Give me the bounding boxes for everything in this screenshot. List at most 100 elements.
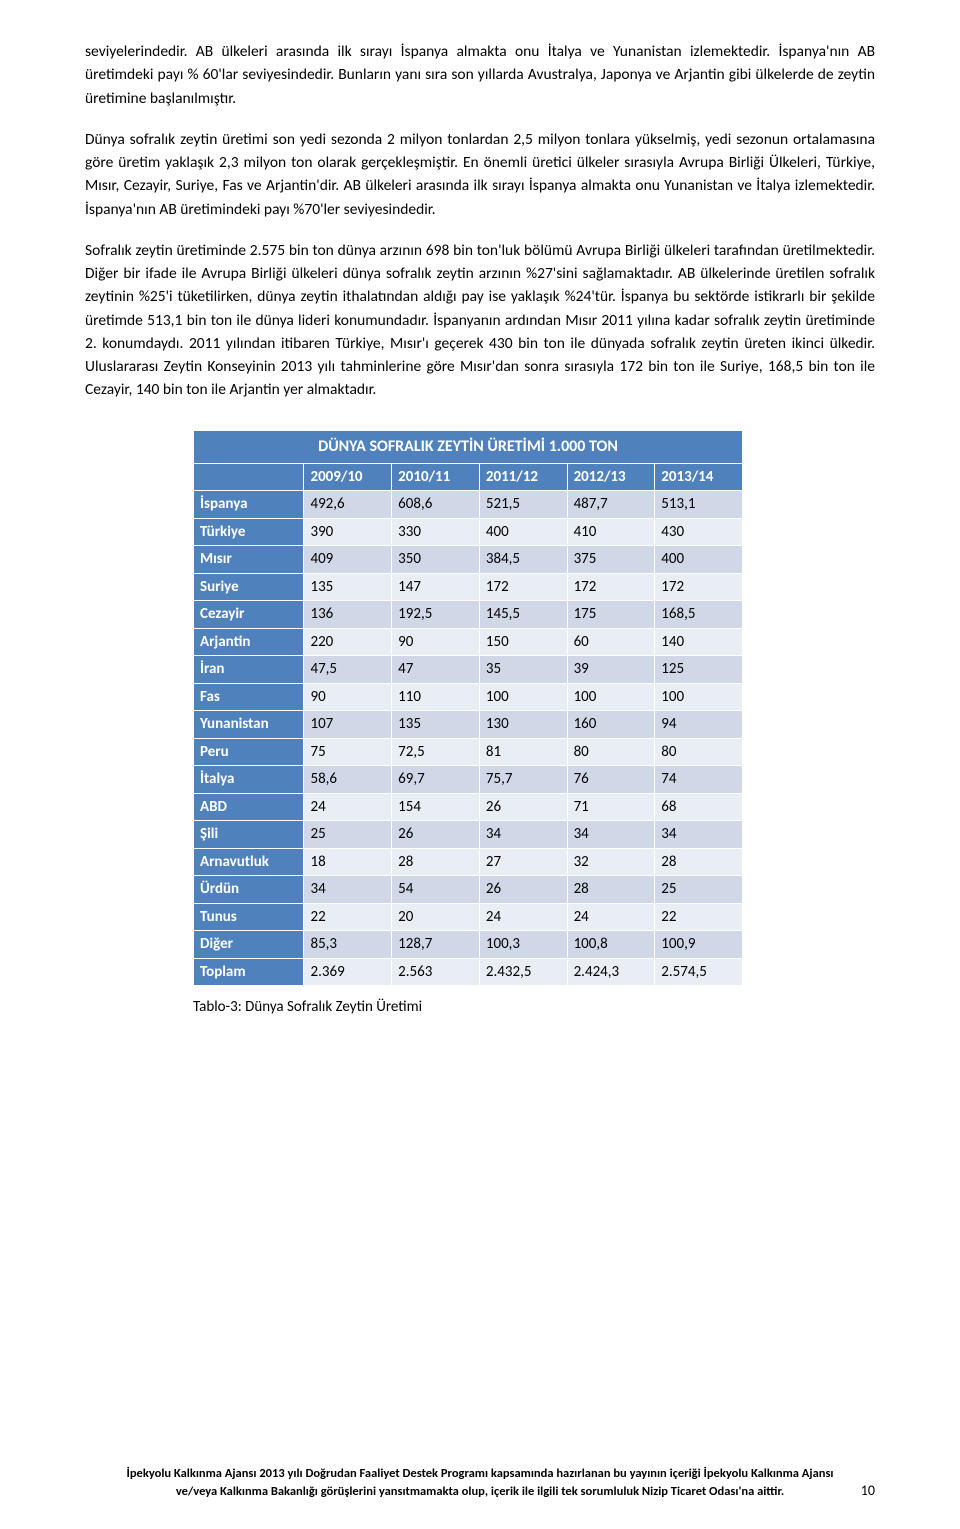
table-cell: 81 (479, 738, 567, 766)
table-row-header: Tunus (194, 903, 304, 931)
table-cell: 135 (392, 711, 480, 739)
table-cell: 140 (655, 628, 743, 656)
table-cell: 128,7 (392, 931, 480, 959)
table-cell: 400 (479, 518, 567, 546)
table-row-header: Ürdün (194, 876, 304, 904)
table-col-year: 2009/10 (304, 463, 392, 491)
table-cell: 330 (392, 518, 480, 546)
table-row: Suriye135147172172172 (194, 573, 743, 601)
table-cell: 72,5 (392, 738, 480, 766)
table-cell: 34 (655, 821, 743, 849)
table-cell: 25 (304, 821, 392, 849)
table-cell: 58,6 (304, 766, 392, 794)
table-cell: 94 (655, 711, 743, 739)
table-cell: 60 (567, 628, 655, 656)
table-cell: 26 (479, 876, 567, 904)
table-cell: 74 (655, 766, 743, 794)
table-col-year: 2012/13 (567, 463, 655, 491)
table-cell: 100 (567, 683, 655, 711)
table-cell: 136 (304, 601, 392, 629)
table-row: Toplam2.3692.5632.432,52.424,32.574,5 (194, 958, 743, 986)
table-row-header: Toplam (194, 958, 304, 986)
table-row-header: Mısır (194, 546, 304, 574)
table-cell: 32 (567, 848, 655, 876)
table-cell: 2.574,5 (655, 958, 743, 986)
table-row-header: Arnavutluk (194, 848, 304, 876)
table-cell: 80 (567, 738, 655, 766)
table-row-header: ABD (194, 793, 304, 821)
table-row-header: Peru (194, 738, 304, 766)
table-row-header: Fas (194, 683, 304, 711)
paragraph-3: Sofralık zeytin üretiminde 2.575 bin ton… (85, 239, 875, 402)
table-cell: 521,5 (479, 491, 567, 519)
table-row: Yunanistan10713513016094 (194, 711, 743, 739)
table-row-header: Arjantin (194, 628, 304, 656)
table-cell: 26 (479, 793, 567, 821)
table-cell: 409 (304, 546, 392, 574)
table-cell: 608,6 (392, 491, 480, 519)
table-cell: 47,5 (304, 656, 392, 684)
table-cell: 34 (304, 876, 392, 904)
table-cell: 110 (392, 683, 480, 711)
table-cell: 28 (567, 876, 655, 904)
table-row-header: Yunanistan (194, 711, 304, 739)
table-cell: 2.424,3 (567, 958, 655, 986)
table-cell: 90 (392, 628, 480, 656)
table-cell: 160 (567, 711, 655, 739)
table-cell: 220 (304, 628, 392, 656)
table-cell: 172 (479, 573, 567, 601)
table-row-header: Şili (194, 821, 304, 849)
table-year-row: 2009/10 2010/11 2011/12 2012/13 2013/14 (194, 463, 743, 491)
table-title: DÜNYA SOFRALIK ZEYTİN ÜRETİMİ 1.000 TON (194, 430, 743, 463)
table-cell: 390 (304, 518, 392, 546)
footer-line-2: ve/veya Kalkınma Bakanlığı görüşlerini y… (176, 1484, 784, 1499)
table-cell: 90 (304, 683, 392, 711)
table-cell: 100,8 (567, 931, 655, 959)
table-cell: 172 (567, 573, 655, 601)
table-row: İtalya58,669,775,77674 (194, 766, 743, 794)
table-cell: 69,7 (392, 766, 480, 794)
table-row: Arjantin2209015060140 (194, 628, 743, 656)
table-cell: 68 (655, 793, 743, 821)
table-row: Diğer85,3128,7100,3100,8100,9 (194, 931, 743, 959)
table-row: İspanya492,6608,6521,5487,7513,1 (194, 491, 743, 519)
table-cell: 75 (304, 738, 392, 766)
table-cell: 24 (567, 903, 655, 931)
table-cell: 375 (567, 546, 655, 574)
table-cell: 34 (567, 821, 655, 849)
table-col-blank (194, 463, 304, 491)
table-cell: 28 (392, 848, 480, 876)
table-cell: 20 (392, 903, 480, 931)
table-cell: 350 (392, 546, 480, 574)
table-cell: 24 (304, 793, 392, 821)
table-cell: 2.369 (304, 958, 392, 986)
table-cell: 47 (392, 656, 480, 684)
table-cell: 24 (479, 903, 567, 931)
production-table: DÜNYA SOFRALIK ZEYTİN ÜRETİMİ 1.000 TON … (193, 430, 743, 987)
table-row: Ürdün3454262825 (194, 876, 743, 904)
table-row: Türkiye390330400410430 (194, 518, 743, 546)
page-number: 10 (861, 1480, 875, 1501)
table-row: Arnavutluk1828273228 (194, 848, 743, 876)
table-cell: 147 (392, 573, 480, 601)
table-cell: 172 (655, 573, 743, 601)
table-cell: 2.563 (392, 958, 480, 986)
table-row: Cezayir136192,5145,5175168,5 (194, 601, 743, 629)
table-col-year: 2013/14 (655, 463, 743, 491)
table-cell: 18 (304, 848, 392, 876)
table-row: Peru7572,5818080 (194, 738, 743, 766)
table-cell: 125 (655, 656, 743, 684)
table-cell: 76 (567, 766, 655, 794)
table-cell: 75,7 (479, 766, 567, 794)
table-col-year: 2010/11 (392, 463, 480, 491)
production-table-wrap: DÜNYA SOFRALIK ZEYTİN ÜRETİMİ 1.000 TON … (193, 430, 743, 987)
table-cell: 100,3 (479, 931, 567, 959)
table-cell: 39 (567, 656, 655, 684)
table-cell: 100,9 (655, 931, 743, 959)
table-row-header: Suriye (194, 573, 304, 601)
table-cell: 100 (479, 683, 567, 711)
table-cell: 130 (479, 711, 567, 739)
table-cell: 430 (655, 518, 743, 546)
table-cell: 22 (304, 903, 392, 931)
table-cell: 71 (567, 793, 655, 821)
